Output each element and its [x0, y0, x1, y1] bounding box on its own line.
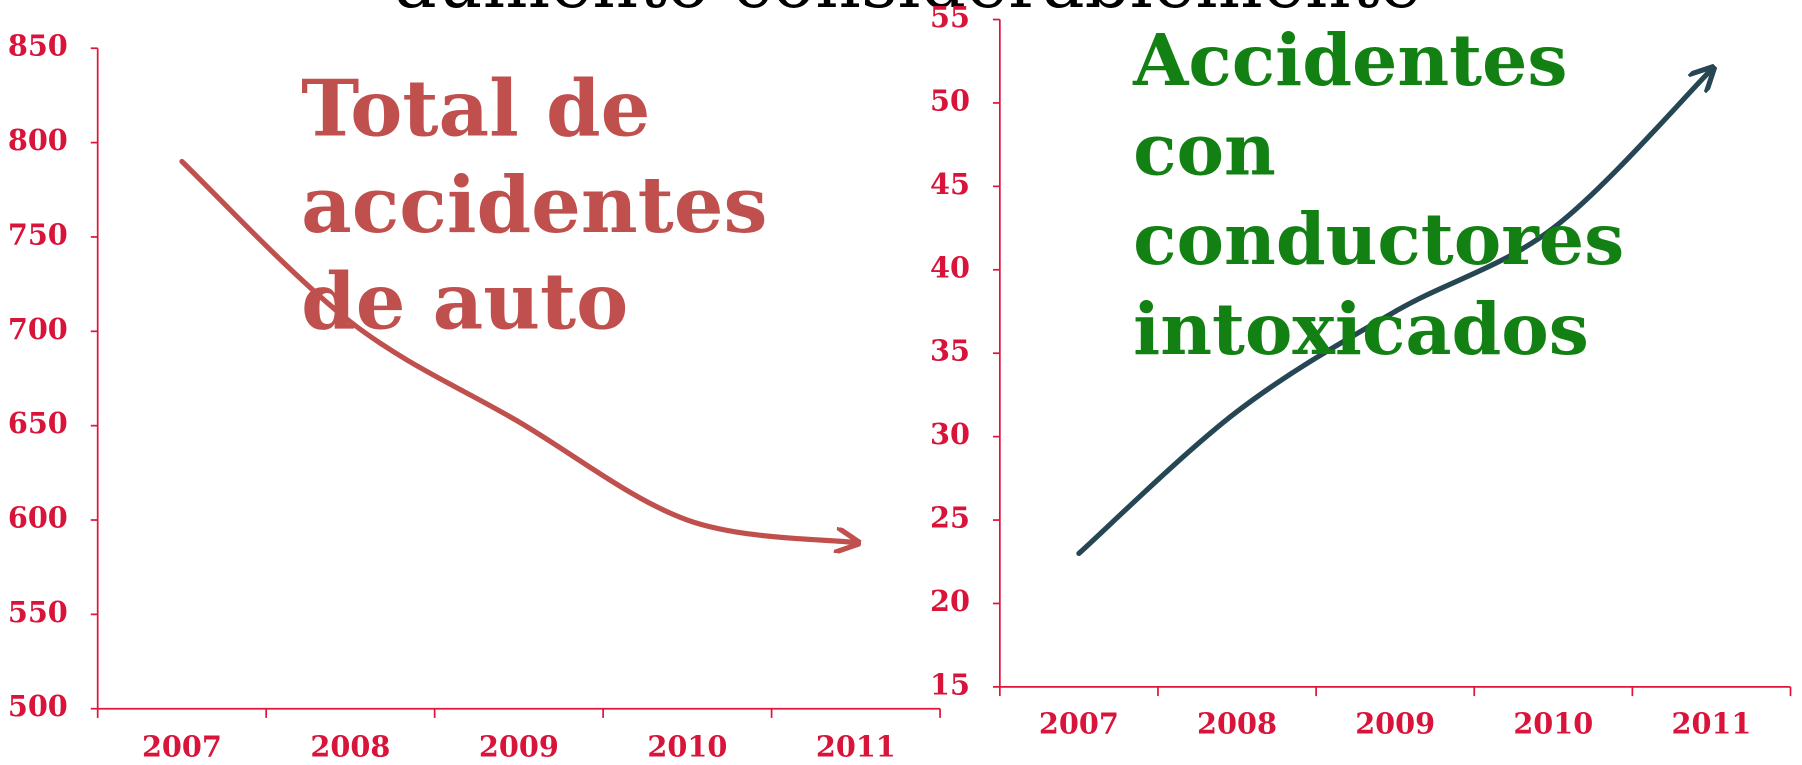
annotation: accidentes: [301, 160, 767, 251]
x-tick-label: 2011: [816, 729, 896, 763]
y-tick-label: 25: [930, 501, 970, 535]
annotation: de auto: [301, 257, 628, 348]
y-tick-label: 750: [8, 217, 68, 251]
annotation: conductores: [1133, 197, 1624, 281]
y-tick-label: 55: [930, 0, 970, 34]
y-tick-label: 35: [930, 334, 970, 368]
x-tick-label: 2011: [1671, 706, 1751, 740]
y-tick-label: 550: [8, 595, 68, 629]
x-tick-label: 2007: [142, 729, 222, 763]
x-tick-label: 2007: [1039, 706, 1119, 740]
y-tick-label: 40: [930, 250, 970, 284]
y-tick-label: 15: [930, 667, 970, 701]
y-tick-label: 600: [8, 501, 68, 535]
y-tick-label: 20: [930, 584, 970, 618]
x-tick-label: 2009: [479, 729, 559, 763]
y-tick-label: 650: [8, 406, 68, 440]
annotation: Accidentes: [1132, 18, 1567, 102]
y-tick-label: 700: [8, 312, 68, 346]
series-line: [1076, 70, 1712, 557]
y-tick-label: 50: [930, 83, 970, 117]
y-tick-label: 850: [8, 29, 68, 63]
y-tick-label: 800: [8, 123, 68, 157]
y-tick-label: 45: [930, 167, 970, 201]
annotation: con: [1133, 108, 1276, 192]
y-tick-label: 500: [8, 689, 68, 723]
x-tick-label: 2010: [1513, 706, 1593, 740]
x-tick-label: 2008: [310, 729, 390, 763]
series-line: [179, 158, 856, 542]
x-tick-label: 2010: [647, 729, 727, 763]
x-tick-label: 2008: [1197, 706, 1277, 740]
x-tick-label: 2009: [1355, 706, 1435, 740]
y-tick-label: 30: [930, 417, 970, 451]
annotation: intoxicados: [1133, 287, 1589, 371]
annotation: Total de: [301, 64, 650, 155]
slide-title: aumento considerablemente: [394, 0, 1421, 24]
